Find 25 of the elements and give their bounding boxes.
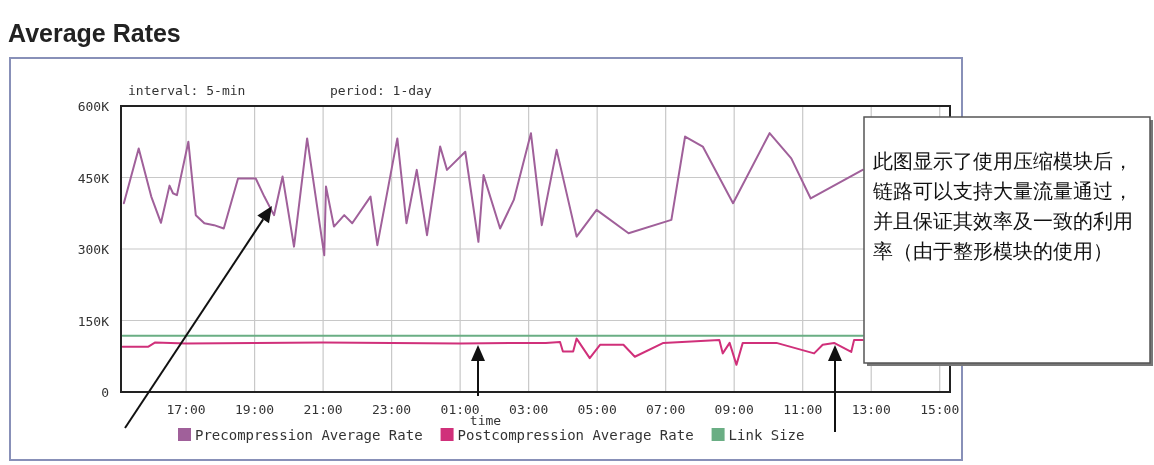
x-tick-label: 23:00 <box>372 402 412 417</box>
y-tick-label: 450K <box>77 170 110 186</box>
x-tick-label: 21:00 <box>303 402 343 417</box>
line-series <box>121 337 864 366</box>
line-series <box>122 132 864 257</box>
x-tick-label: 15:00 <box>920 402 960 417</box>
x-tick-label: 09:00 <box>714 402 754 417</box>
x-tick-label: 19:00 <box>235 402 275 417</box>
y-tick-label: 600K <box>77 99 110 114</box>
x-tick-label: 07:00 <box>646 402 686 417</box>
legend-label: Link Size <box>728 427 805 443</box>
x-tick-label: 13:00 <box>851 402 891 417</box>
chart-title: Average Rates <box>8 19 181 47</box>
text: interval: 5-min <box>128 83 246 98</box>
annotation: 此图显示了使用压缩模块后，链路可以支持大量流量通过，并且保证其效率及一致的利用率（由于整形模块的使用） <box>872 150 1133 262</box>
y-tick-label: 300K <box>77 242 110 257</box>
x-tick-label: 05:00 <box>577 402 617 417</box>
text: period: 1-day <box>330 83 432 98</box>
y-tick-label: 0 <box>101 385 109 400</box>
x-tick-label: 11:00 <box>783 402 823 417</box>
legend-label: Precompression Average Rate <box>195 427 423 443</box>
legend-label: Postcompression Average Rate <box>457 427 694 443</box>
x-tick-label: 03:00 <box>509 402 549 417</box>
y-tick-label: 150K <box>77 313 110 329</box>
x-tick-label: 17:00 <box>166 402 206 417</box>
